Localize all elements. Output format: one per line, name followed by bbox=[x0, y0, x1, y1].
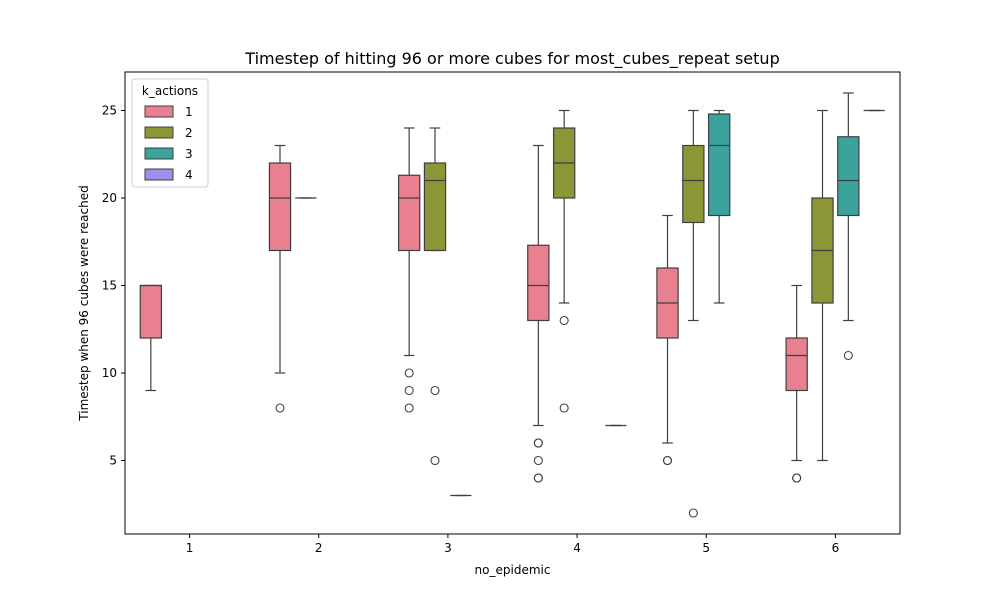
legend: k_actions 1 2 3 4 bbox=[131, 78, 209, 188]
outlier-point bbox=[404, 385, 414, 396]
legend-label-4: 4 bbox=[185, 168, 193, 182]
outlier-point bbox=[792, 473, 802, 483]
box-k1-epidemic-6 bbox=[785, 284, 808, 483]
x-tick-label-6: 6 bbox=[832, 541, 840, 555]
legend-label-3: 3 bbox=[185, 147, 193, 161]
y-tick-label-20: 20 bbox=[102, 191, 117, 205]
outlier-point bbox=[275, 403, 285, 413]
legend-swatch-4 bbox=[144, 168, 174, 181]
x-tick-label-4: 4 bbox=[573, 541, 581, 555]
outlier-point bbox=[688, 508, 698, 518]
outlier-point bbox=[533, 473, 543, 483]
legend-title: k_actions bbox=[142, 84, 198, 98]
x-tick-label-1: 1 bbox=[186, 541, 194, 555]
box-iqr bbox=[423, 162, 447, 252]
box-k1-epidemic-5 bbox=[656, 214, 679, 466]
y-tick-label-5: 5 bbox=[109, 454, 117, 468]
x-tick-label-3: 3 bbox=[444, 541, 452, 555]
box-k1-epidemic-1 bbox=[139, 284, 163, 392]
outlier-point bbox=[533, 455, 543, 466]
chart-title: Timestep of hitting 96 or more cubes for… bbox=[244, 49, 779, 69]
x-axis-label: no_epidemic bbox=[475, 563, 551, 577]
box-k2-epidemic-6 bbox=[811, 109, 834, 462]
outlier-point bbox=[430, 455, 440, 466]
box-iqr bbox=[397, 174, 421, 252]
legend-label-2: 2 bbox=[185, 126, 193, 140]
x-tick-label-5: 5 bbox=[702, 541, 710, 555]
box-k2-epidemic-4 bbox=[552, 109, 576, 413]
legend-swatch-3 bbox=[144, 147, 174, 160]
box-k2-epidemic-3 bbox=[423, 127, 447, 466]
outlier-point bbox=[559, 315, 569, 326]
y-axis-label: Timestep when 96 cubes were reached bbox=[77, 185, 91, 421]
box-k3-epidemic-5 bbox=[707, 109, 731, 304]
box-k3-epidemic-6 bbox=[837, 92, 860, 361]
outlier-point bbox=[559, 403, 569, 413]
legend-swatch-1 bbox=[144, 105, 174, 118]
boxes-layer bbox=[139, 92, 885, 518]
outlier-point bbox=[430, 385, 440, 396]
box-iqr bbox=[139, 284, 163, 339]
box-iqr bbox=[527, 244, 550, 322]
box-k1-epidemic-4 bbox=[527, 144, 550, 483]
box-iqr bbox=[707, 113, 731, 217]
axes-layer: 1 2 3 4 5 6 5 10 15 20 25 bbox=[102, 104, 840, 556]
outlier-point bbox=[533, 438, 543, 448]
y-tick-label-15: 15 bbox=[102, 279, 117, 293]
outlier-point bbox=[404, 368, 414, 378]
y-tick-label-25: 25 bbox=[102, 104, 117, 118]
box-iqr bbox=[785, 337, 808, 392]
box-iqr bbox=[682, 144, 705, 224]
outlier-point bbox=[404, 403, 414, 413]
box-k1-epidemic-3 bbox=[397, 127, 421, 413]
box-k2-epidemic-5 bbox=[682, 109, 705, 518]
box-k1-epidemic-2 bbox=[268, 144, 292, 413]
outlier-point bbox=[843, 350, 853, 361]
x-tick-label-2: 2 bbox=[315, 541, 323, 555]
legend-swatch-2 bbox=[144, 126, 174, 139]
box-iqr bbox=[837, 136, 860, 217]
box-iqr bbox=[268, 162, 292, 252]
outlier-point bbox=[662, 455, 673, 466]
y-tick-label-10: 10 bbox=[102, 366, 117, 380]
legend-label-1: 1 bbox=[185, 105, 193, 119]
plot-frame bbox=[124, 71, 901, 535]
